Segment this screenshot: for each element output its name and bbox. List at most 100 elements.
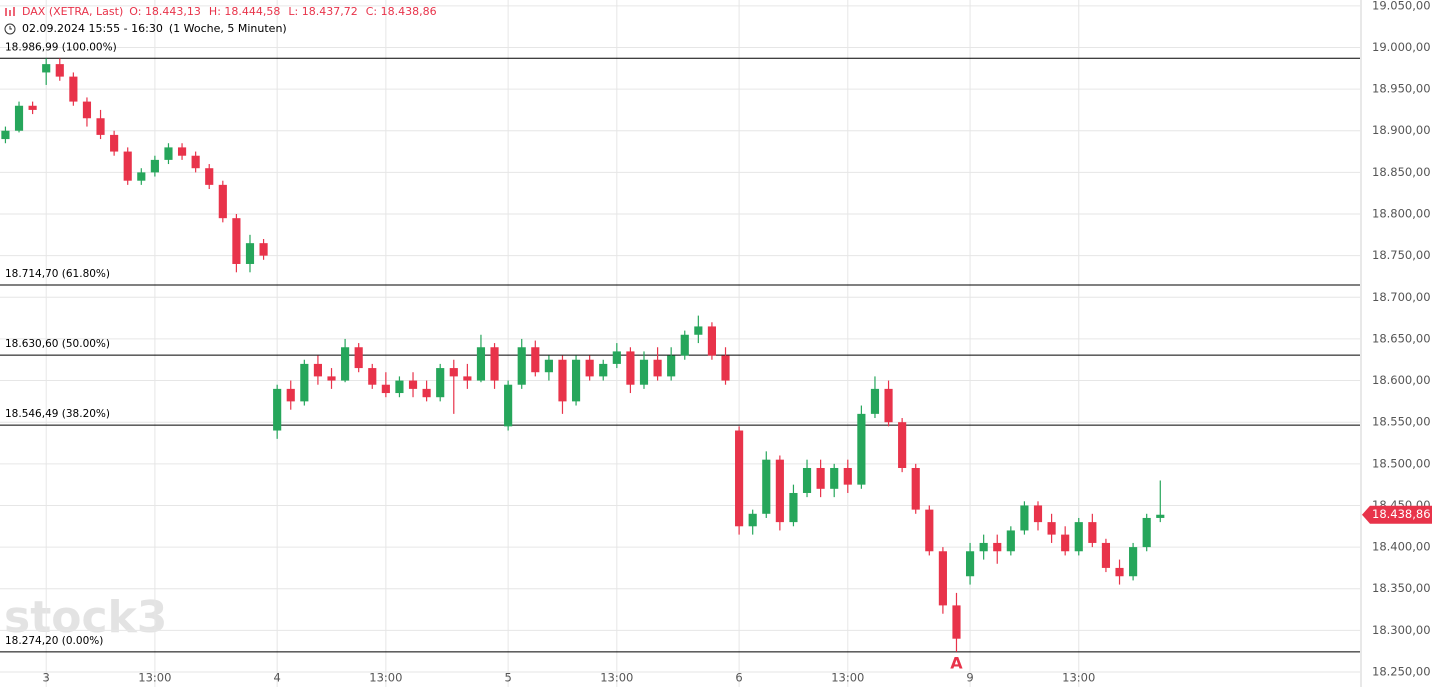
y-tick-label: 18.600,00 [1372,373,1431,387]
candle-body [1142,517,1151,548]
candle-body [965,551,975,577]
candle-body [55,64,64,77]
y-tick-label: 18.850,00 [1372,165,1431,179]
candle-body [667,355,676,377]
candle-body [979,542,988,552]
candle-body [585,359,594,377]
candle-body [802,467,812,493]
x-tick-label: 13:00 [600,671,633,685]
candle-body [870,388,880,414]
candle-body [96,118,105,135]
ohlc-label: O: [129,5,142,18]
fib-label: 18.546,49 (38.20%) [5,408,110,420]
candle-body [42,64,51,73]
chart-icon [5,6,15,16]
x-tick-label: 4 [273,671,280,685]
candle-body [1156,514,1165,518]
x-tick-label: 13:00 [1062,671,1095,685]
candle-body [286,388,295,402]
candle-body [857,413,866,485]
x-tick-label: 13:00 [831,671,864,685]
ohlc: O: 18.443,13 H: 18.444,58 L: 18.437,72 C: 1… [129,5,436,18]
candle-body [313,363,322,377]
ohlc-value: 18.443,13 [144,5,201,18]
candle-body [123,151,132,181]
ohlc-value: 18.437,72 [301,5,358,18]
candle-body [205,168,214,185]
candle-body [1088,522,1097,543]
y-tick-label: 18.250,00 [1372,665,1431,679]
candle-body [259,243,268,256]
ohlc-label: H: [208,5,221,18]
ohlc-value: 18.444,58 [224,5,281,18]
candle-body [354,347,363,369]
candle-body [571,359,581,402]
ohlc-item: C: 18.438,86 [366,5,437,18]
candle-body [707,326,717,356]
candle-body [69,76,78,102]
ohlc-value: 18.438,86 [380,5,437,18]
x-tick-label: 9 [966,671,973,685]
x-tick-label: 6 [735,671,742,685]
candle-body [1047,522,1056,535]
price-tag [1362,505,1432,524]
y-tick-label: 18.500,00 [1372,456,1431,470]
fib-label: 18.630,60 (50.00%) [5,338,110,350]
y-tick-label: 18.950,00 [1372,82,1431,96]
candle-body [1,130,10,140]
fib-label: 18.714,70 (61.80%) [5,268,110,280]
timeframe: (1 Woche, 5 Minuten) [168,22,287,35]
candle-body [993,542,1002,552]
candle-body [232,218,241,264]
ohlc-item: L: 18.437,72 [288,5,357,18]
candle-body [1020,505,1029,531]
candle-body [680,334,689,356]
candle-body [191,155,200,169]
y-tick-label: 18.900,00 [1372,123,1431,137]
y-tick-label: 19.000,00 [1372,40,1431,54]
x-tick-label: 3 [43,671,50,685]
candle-body [82,101,92,119]
y-tick-label: 19.050,00 [1372,0,1431,12]
candle-body [476,347,486,381]
candle-body [762,459,771,514]
period-header: 02.09.2024 15:55 - 16:30 (1 Woche, 5 Min… [4,22,287,35]
candle-body [599,363,608,377]
ohlc-label: C: [365,5,378,18]
candle-body [531,347,540,373]
y-tick-label: 18.300,00 [1372,623,1431,637]
y-tick-label: 18.550,00 [1372,415,1431,429]
candle-body [639,359,649,385]
candle-body [381,384,390,394]
candle-body [952,605,961,639]
candle-body [273,388,282,431]
candle-body [1074,522,1083,552]
candle-body [816,467,825,489]
candle-body [1061,534,1070,552]
candle-body [748,513,757,527]
candle-body [28,105,37,110]
candle-body [463,376,472,381]
x-tick-label: 13:00 [138,671,171,685]
candle-body [1115,567,1124,577]
candle-body [137,172,146,181]
candle-body [150,159,159,173]
ohlc-item: O: 18.443,13 [129,5,201,18]
candle-body [504,384,513,427]
candle-body [626,351,635,385]
candle-body [164,147,173,160]
candle-body [911,467,920,510]
candle-body [422,388,431,398]
candle-body [884,388,893,423]
candle-body [898,422,907,468]
candle-body [110,134,119,152]
x-tick-label: 13:00 [369,671,402,685]
candle-body [694,326,703,335]
candle-body [449,368,458,377]
candle-body [544,359,553,373]
symbol-header: DAX (XETRA, Last) O: 18.443,13 H: 18.444,… [4,5,437,18]
candle-body [735,430,744,527]
fib-label: 18.986,99 (100.00%) [5,41,117,53]
candle-body [1129,547,1138,577]
